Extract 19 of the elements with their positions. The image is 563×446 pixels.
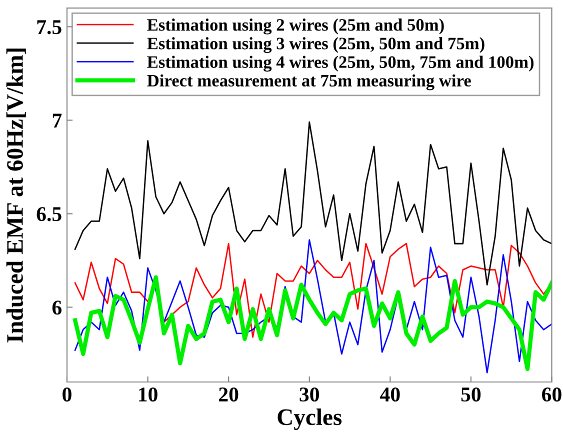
legend-label: Estimation using 4 wires (25m, 50m, 75m and 100m) (147, 56, 534, 72)
y-axis-title: Induced EMF at 60Hz[V/km] (6, 48, 26, 342)
y-tick-label: 6.5 (36, 207, 62, 222)
x-axis-title: Cycles (278, 408, 342, 430)
legend-label: Estimation using 2 wires (25m and 50m) (147, 18, 444, 34)
x-tick-label: 40 (380, 387, 400, 402)
line-series (72, 275, 552, 371)
x-tick-label: 20 (219, 387, 238, 402)
y-tick-label: 7.5 (37, 20, 62, 34)
x-tick-label: 10 (139, 387, 158, 402)
x-tick-label: 30 (300, 387, 319, 402)
legend-label: Direct measurement at 75m measuring wire (147, 74, 471, 90)
x-tick-label: 50 (461, 387, 481, 402)
y-tick-label: 6 (52, 300, 62, 315)
y-tick-label: 7 (52, 114, 62, 128)
x-tick-label: 60 (542, 387, 562, 402)
x-tick-label: 0 (62, 387, 72, 402)
legend-label: Estimation using 3 wires (25m, 50m and 75m) (147, 37, 484, 54)
line-series (74, 121, 552, 286)
